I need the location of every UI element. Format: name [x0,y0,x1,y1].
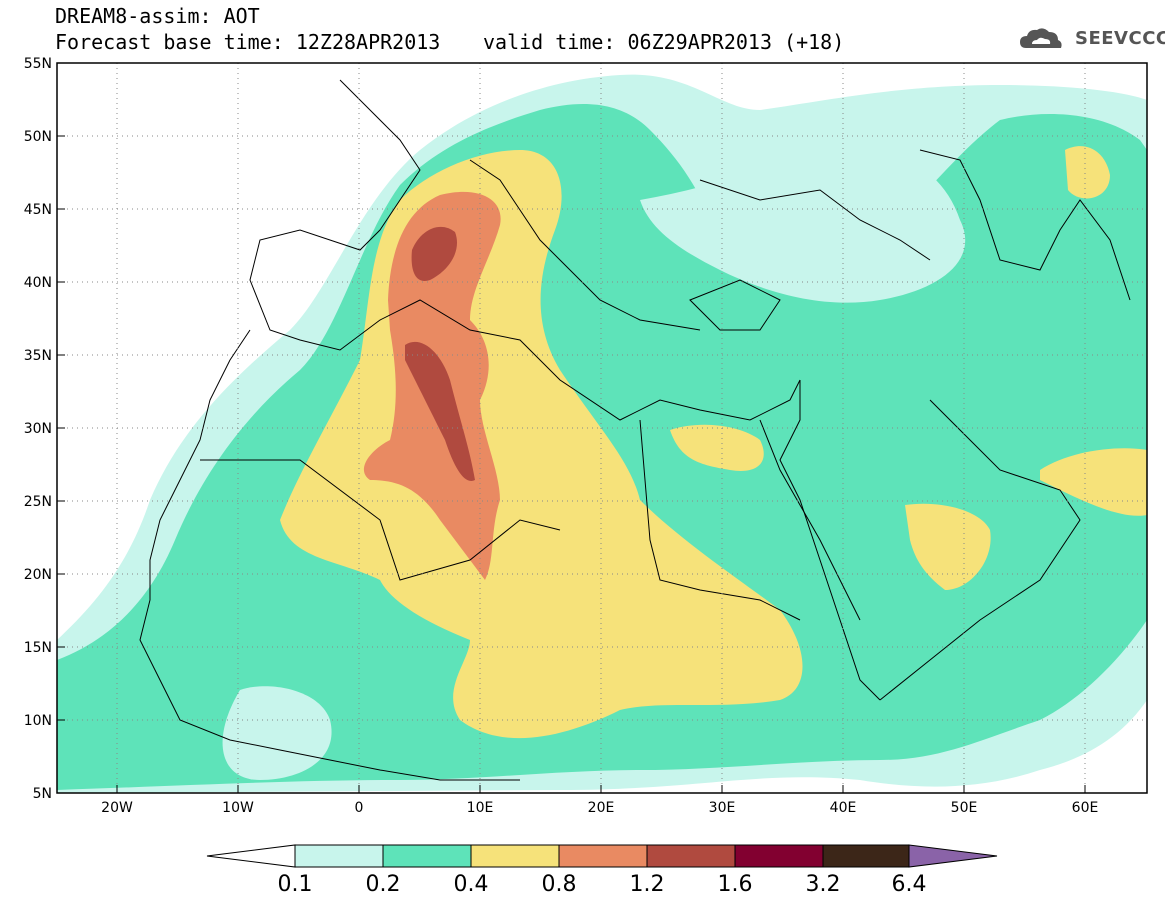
lon-label: 20W [101,800,133,816]
colorbar-label: 0.2 [365,872,401,897]
aot-contours [57,74,1147,793]
colorbar-label: 0.4 [453,872,489,897]
lon-label: 60E [1072,800,1099,816]
axis-ticks [57,62,1086,793]
logo-text: SEEVCCC [1075,28,1165,49]
coastlines [139,79,1131,781]
aot-band-0.4-egypt [670,424,764,471]
colorbar-label: 0.1 [277,872,313,897]
colorbar-max-arrow [908,844,998,868]
colorbar-label: 1.2 [629,872,665,897]
aot-band-1.2b [405,341,475,481]
lat-label: 20N [24,567,52,583]
lon-label: 20E [588,800,615,816]
lat-label: 55N [24,56,52,72]
cloud-logo-icon [1020,28,1062,48]
colorbar [206,844,998,868]
aot-band-0.1-inner [640,147,966,303]
lon-label: 0 [355,800,364,816]
colorbar-min-arrow [206,844,296,868]
valid-time: valid time: 06Z29APR2013 (+18) [483,30,845,54]
lon-label: 10W [222,800,254,816]
colorbar-label: 1.6 [717,872,753,897]
aot-band-0.4-arabia [905,503,991,590]
colorbar-swatch [646,844,736,868]
colorbar-label: 0.8 [541,872,577,897]
lat-label: 45N [24,202,52,218]
forecast-base-time: Forecast base time: 12Z28APR2013 [55,30,441,54]
colorbar-swatch [294,844,384,868]
colorbar-swatch [822,844,910,868]
aot-band-0.1-sw [222,686,332,780]
lat-label: 30N [24,421,52,437]
colorbar-swatch [382,844,472,868]
lon-label: 40E [830,800,857,816]
lat-label: 5N [33,786,52,802]
latitude-labels: 55N 50N 45N 40N 35N 30N 25N 20N 15N 10N … [24,56,52,802]
colorbar-swatch [734,844,824,868]
lon-label: 50E [951,800,978,816]
colorbar-label: 3.2 [805,872,841,897]
colorbar-label: 6.4 [891,872,927,897]
lat-label: 35N [24,348,52,364]
lat-label: 10N [24,713,52,729]
longitude-labels: 20W 10W 0 10E 20E 30E 40E 50E 60E [101,800,1098,816]
lon-label: 30E [709,800,736,816]
aot-band-0.4-gulf [1040,448,1147,516]
lat-label: 40N [24,275,52,291]
lon-label: 10E [467,800,494,816]
colorbar-swatch [558,844,648,868]
lat-label: 15N [24,640,52,656]
aot-band-1.2a [411,226,458,281]
colorbar-swatch [470,844,560,868]
aot-band-0.4-caspian [1065,146,1110,199]
lat-label: 25N [24,494,52,510]
lat-label: 50N [24,129,52,145]
map-title: DREAM8-assim: AOT [55,4,260,28]
grid-lines [57,63,1147,793]
